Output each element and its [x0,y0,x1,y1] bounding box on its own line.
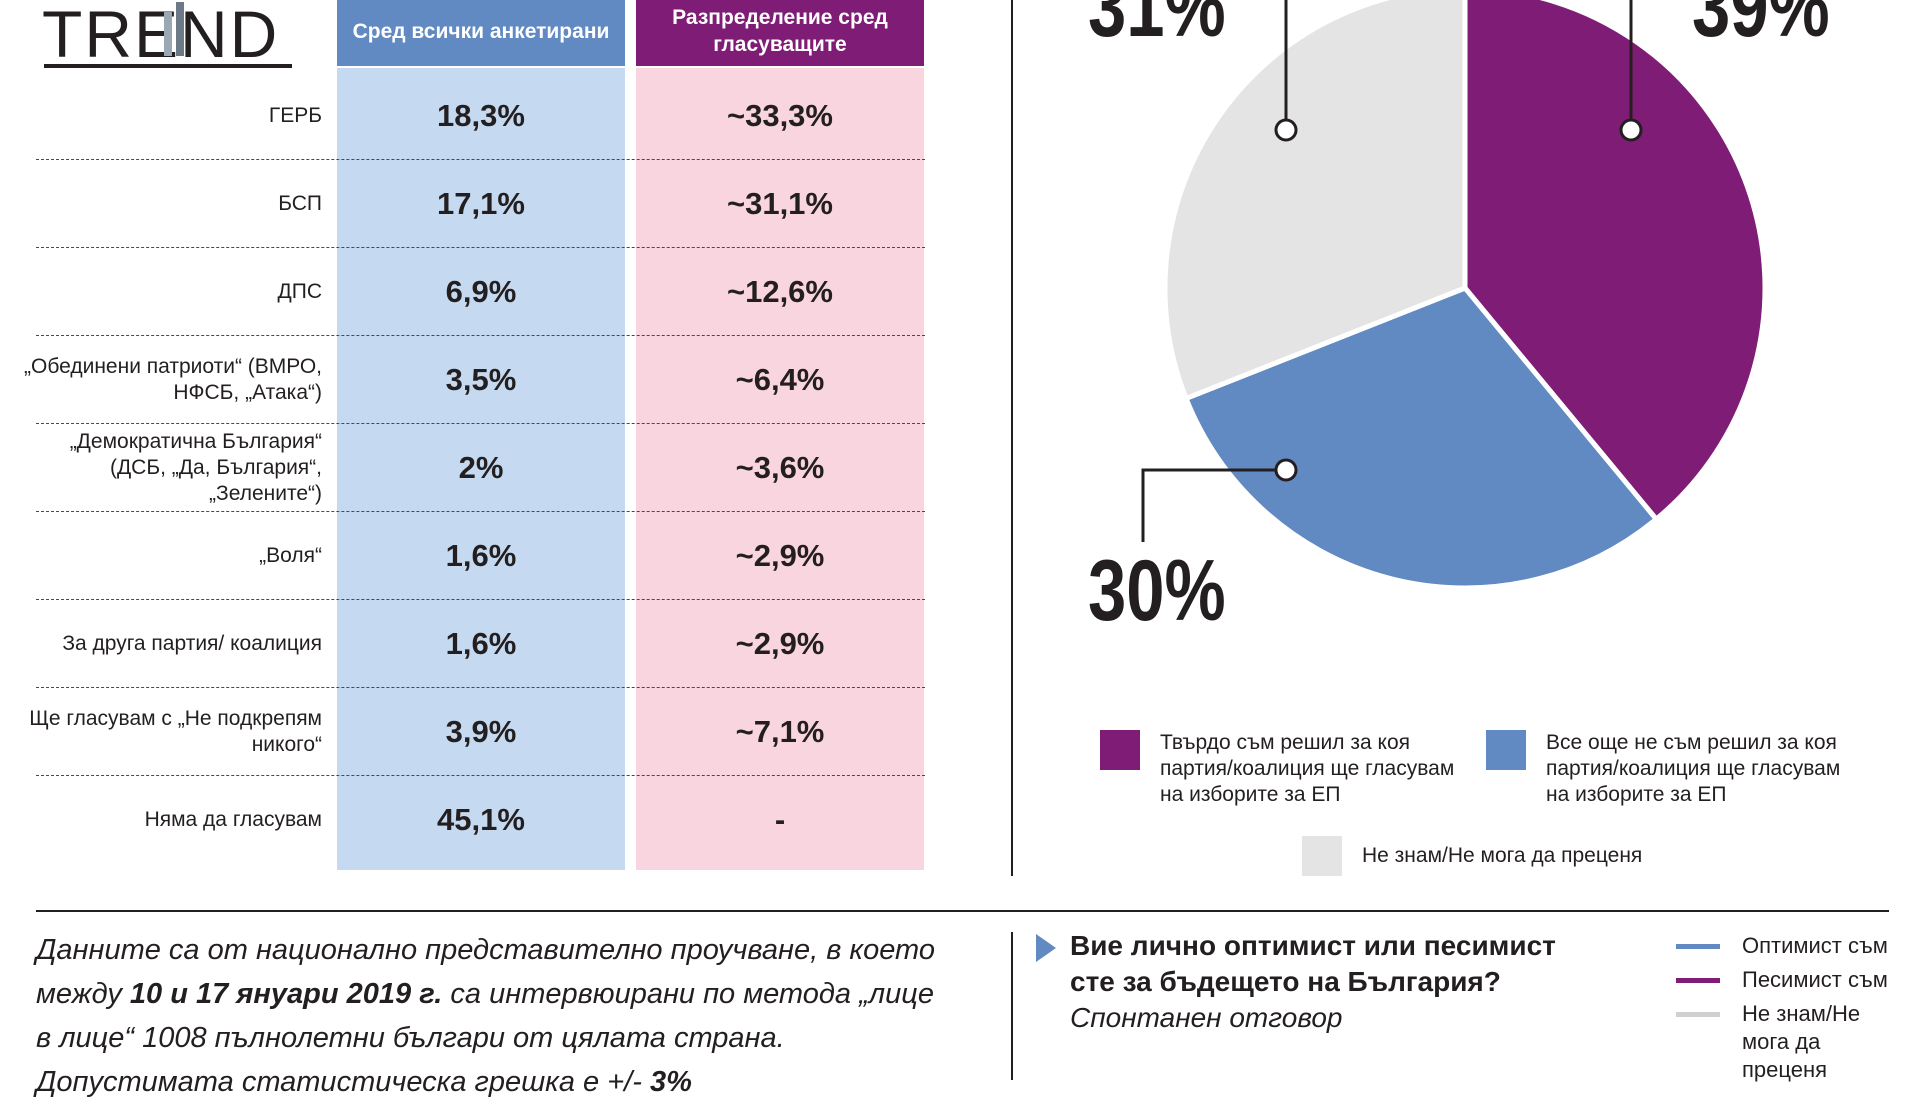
note-line-2-post: са интервюирани по метода „лице [442,978,934,1010]
value-all-respondents: 6,9% [445,274,517,309]
value-distribution-voters: ~2,9% [735,626,825,661]
legend-label-decided: Твърдо съм решил за коя партия/коалиция … [1160,731,1455,806]
legend-label-dontknow-optimism: Не знам/Не мога да преценя [1742,1001,1861,1082]
question-subtitle: Спонтанен отговор [1070,1002,1343,1033]
note-line-2: между 10 и 17 януари 2019 г. са интервюи… [36,972,936,1016]
party-label: ГЕРБ [268,104,322,127]
pie-slice-dontknow [1162,0,1468,402]
value-all-respondents: 3,9% [445,714,517,749]
value-all-respondents: 2% [458,450,504,485]
table-row: „Воля“ 1,6% ~2,9% [20,512,925,600]
decision-pie-chart [1141,0,1768,591]
trend-logo: TREND [42,0,292,72]
pie-slice-undecided [1182,285,1660,591]
table-row: БСП 17,1% ~31,1% [20,160,925,248]
leader-line-undecided [1141,468,1286,542]
leader-line-undecided-dot [1274,458,1298,482]
value-all-respondents: 17,1% [437,186,525,221]
legend-label-optimist: Оптимист съм [1742,933,1888,958]
value-distribution-voters: ~7,1% [735,714,825,749]
column-all-background [337,68,625,870]
value-distribution-voters: ~6,4% [735,362,825,397]
value-distribution-voters: ~3,6% [735,450,825,485]
table-row: ДПС 6,9% ~12,6% [20,248,925,336]
note-line-1: Данните са от национално представително … [36,934,935,966]
value-all-respondents: 3,5% [445,362,517,397]
leader-line-decided-dot [1619,118,1643,142]
header-distribution-voters: Разпределение сред гласуващите [636,0,924,66]
value-distribution-voters: ~12,6% [726,274,833,309]
divider-vertical-bottom [1011,932,1013,1080]
legend-line-dontknow [1676,1012,1720,1017]
party-label: Ще гласувам с „Не подкрепям никого“ [29,707,322,756]
party-label: ДПС [277,280,322,303]
table-row: Ще гласувам с „Не подкрепям никого“ 3,9% ~… [20,688,925,776]
row-separator [36,775,925,776]
party-label: Няма да гласувам [144,808,322,831]
note-line-4-pre: Допустимата статистическа грешка е +/- [36,1066,650,1098]
divider-vertical [1011,0,1013,876]
note-survey-dates: 10 и 17 януари 2019 г. [129,978,443,1010]
legend-label-pessimist: Песимист съм [1742,967,1888,992]
pie-label-undecided-dontknow: 31% [1088,0,1226,55]
optimism-question: Вие лично оптимист или песимист сте за б… [1036,928,1590,1036]
table-row: За друга партия/ коалиция 1,6% ~2,9% [20,600,925,688]
note-error-margin: 3% [649,1066,692,1098]
legend-label-undecided: Все още не съм решил за коя партия/коали… [1546,731,1841,806]
legend-swatch-undecided [1486,730,1526,770]
table-row: ГЕРБ 18,3% ~33,3% [20,72,925,160]
bar-chart-icon [164,2,184,56]
value-distribution-voters: ~2,9% [735,538,825,573]
header-all-respondents: Сред всички анкетирани [337,0,625,66]
logo-underline [44,64,292,68]
value-all-respondents: 18,3% [437,98,525,133]
triangle-right-icon [1036,934,1056,962]
logo-text: TREND [42,0,280,71]
divider-horizontal [36,910,1889,912]
legend-undecided: Все още не съм решил за коя партия/коали… [1486,730,1866,808]
methodology-note: Данните са от национално представително … [36,928,936,1104]
row-separator [36,159,925,160]
party-label: „Обединени патриоти“ (ВМРО, НФСБ, „Атака… [24,355,322,404]
pie-label-decided: 39% [1692,0,1830,55]
row-separator [36,423,925,424]
leader-line-dontknow-dot [1274,118,1298,142]
value-all-respondents: 1,6% [445,626,517,661]
pie-slice-decided [1462,0,1768,523]
table-row: „Демократична България“ (ДСБ, „Да, Бълга… [20,424,925,512]
legend-line-optimist [1676,944,1720,949]
pie-label-undecided: 30% [1088,543,1226,639]
value-distribution-voters: ~33,3% [726,98,833,133]
party-label: БСП [278,192,322,215]
note-line-2-pre: между [36,978,130,1010]
legend-pessimist: Песимист съм [1676,966,1896,994]
party-label: „Воля“ [259,544,322,567]
row-separator [36,335,925,336]
row-separator [36,687,925,688]
column-dist-background [636,68,924,870]
party-label: За друга партия/ коалиция [62,632,322,655]
legend-swatch-decided [1100,730,1140,770]
legend-optimist: Оптимист съм [1676,932,1896,960]
row-separator [36,511,925,512]
question-title: Вие лично оптимист или песимист сте за б… [1070,930,1556,997]
table-row: „Обединени патриоти“ (ВМРО, НФСБ, „Атака… [20,336,925,424]
legend-dontknow: Не знам/Не мога да преценя [1302,836,1722,876]
value-distribution-voters: ~31,1% [726,186,833,221]
note-line-4: Допустимата статистическа грешка е +/- 3… [36,1060,936,1104]
value-distribution-voters: - [774,802,786,837]
legend-label-dontknow: Не знам/Не мога да преценя [1362,844,1643,867]
row-separator [36,599,925,600]
legend-dontknow-optimism: Не знам/Не мога да преценя [1676,1000,1876,1084]
row-separator [36,247,925,248]
legend-line-pessimist [1676,978,1720,983]
note-line-3: в лице“ 1008 пълнолетни българи от цялат… [36,1022,785,1054]
value-all-respondents: 45,1% [437,802,525,837]
table-row: Няма да гласувам 45,1% - [20,776,925,864]
party-label: „Демократична България“ (ДСБ, „Да, Бълга… [69,430,322,505]
legend-decided: Твърдо съм решил за коя партия/коалиция … [1100,730,1460,808]
value-all-respondents: 1,6% [445,538,517,573]
legend-swatch-dontknow [1302,836,1342,876]
